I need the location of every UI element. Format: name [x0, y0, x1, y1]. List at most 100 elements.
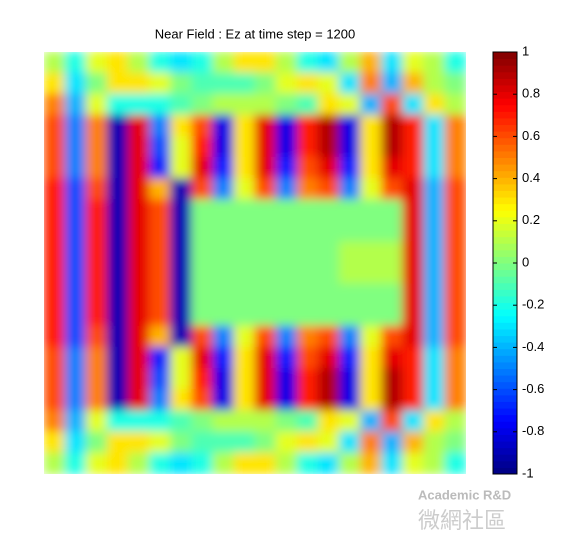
heat-cell: [106, 72, 129, 95]
heat-cell: [106, 220, 129, 243]
heat-cell: [275, 452, 298, 474]
heat-cell: [444, 199, 466, 222]
heat-cell: [64, 241, 87, 264]
heat-cell: [317, 220, 340, 243]
heat-cell: [170, 199, 193, 222]
heat-cell: [149, 431, 172, 454]
heat-cell: [296, 199, 319, 222]
watermark: Academic R&D: [418, 487, 511, 502]
heat-cell: [338, 262, 361, 285]
colorbar-segment: [493, 381, 517, 389]
heat-cell: [64, 410, 87, 433]
colorbar-segment: [493, 355, 517, 363]
heat-cell: [106, 135, 129, 158]
heat-cell: [338, 52, 361, 74]
heat-cell: [275, 368, 298, 391]
heat-cell: [402, 72, 425, 95]
colorbar-segment: [493, 157, 517, 165]
heat-cell: [212, 262, 235, 285]
heat-cell: [444, 220, 466, 243]
heat-cell: [233, 220, 256, 243]
heat-cell: [64, 157, 87, 180]
heat-cell: [64, 52, 87, 74]
heat-cell: [360, 346, 383, 369]
heatmap-cells: [44, 52, 466, 474]
heat-cell: [127, 262, 150, 285]
heat-cell: [254, 220, 277, 243]
heat-cell: [317, 93, 340, 116]
heat-cell: [360, 283, 383, 306]
heat-cell: [423, 114, 446, 137]
heat-cell: [212, 241, 235, 264]
heat-cell: [149, 157, 172, 180]
heat-cell: [296, 452, 319, 474]
heat-cell: [444, 114, 466, 137]
heat-cell: [296, 93, 319, 116]
heat-cell: [233, 346, 256, 369]
heat-cell: [338, 410, 361, 433]
heat-cell: [212, 199, 235, 222]
heat-cell: [296, 325, 319, 348]
heat-cell: [233, 325, 256, 348]
heat-cell: [127, 52, 150, 74]
heat-cell: [360, 325, 383, 348]
heat-cell: [317, 52, 340, 74]
heat-cell: [149, 304, 172, 327]
heat-cell: [444, 452, 466, 474]
heat-cell: [85, 114, 108, 137]
heat-cell: [170, 220, 193, 243]
heat-cell: [85, 368, 108, 391]
colorbar-segment: [493, 467, 517, 475]
colorbar-segment: [493, 335, 517, 343]
colorbar-segment: [493, 414, 517, 422]
heat-cell: [191, 52, 214, 74]
heat-cell: [106, 325, 129, 348]
colorbar-tick-label: -0.8: [522, 423, 544, 438]
heat-cell: [275, 178, 298, 201]
heat-cell: [360, 72, 383, 95]
heat-cell: [423, 135, 446, 158]
heat-cell: [44, 199, 66, 222]
heat-cell: [191, 452, 214, 474]
heat-cell: [381, 52, 404, 74]
heat-cell: [402, 262, 425, 285]
heat-cell: [106, 52, 129, 74]
heat-cell: [381, 114, 404, 137]
heat-cell: [275, 389, 298, 412]
heat-cell: [44, 114, 66, 137]
heat-cell: [44, 325, 66, 348]
heat-cell: [191, 262, 214, 285]
colorbar-segment: [493, 144, 517, 152]
heat-cell: [44, 389, 66, 412]
heat-cell: [444, 346, 466, 369]
heat-cell: [85, 389, 108, 412]
heat-cell: [170, 114, 193, 137]
colorbar-segment: [493, 441, 517, 449]
heat-cell: [381, 220, 404, 243]
heat-cell: [44, 93, 66, 116]
colorbar-segment: [493, 164, 517, 172]
heat-cell: [106, 262, 129, 285]
heat-cell: [233, 114, 256, 137]
heat-cell: [317, 199, 340, 222]
heat-cell: [444, 178, 466, 201]
heat-cell: [275, 241, 298, 264]
colorbar-segment: [493, 269, 517, 277]
colorbar-segment: [493, 302, 517, 310]
heat-cell: [64, 114, 87, 137]
heat-cell: [296, 157, 319, 180]
heat-cell: [338, 135, 361, 158]
heat-cell: [338, 72, 361, 95]
heat-cell: [444, 241, 466, 264]
heat-cell: [444, 93, 466, 116]
heat-cell: [212, 157, 235, 180]
heat-cell: [423, 178, 446, 201]
heat-cell: [338, 178, 361, 201]
colorbar-tick-label: 0.6: [522, 128, 540, 143]
heat-cell: [64, 93, 87, 116]
heat-cell: [127, 346, 150, 369]
chart-title: Near Field : Ez at time step = 1200: [155, 26, 356, 41]
heat-cell: [233, 304, 256, 327]
heat-cell: [170, 135, 193, 158]
heat-cell: [106, 410, 129, 433]
